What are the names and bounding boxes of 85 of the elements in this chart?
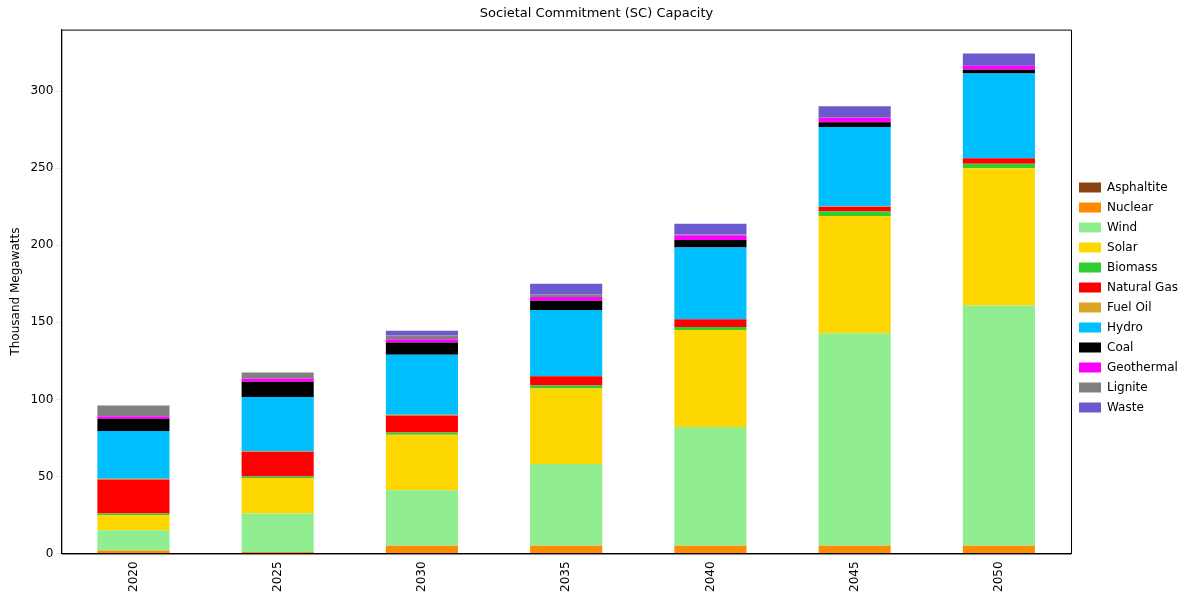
x-tick-label: 2025: [269, 561, 284, 593]
bar: [97, 479, 170, 514]
x-tick-label: 2030: [414, 561, 429, 593]
x-tick-label: 2040: [702, 561, 717, 593]
x-tick-label: 2020: [125, 561, 140, 593]
legend-label: Wind: [1107, 219, 1138, 234]
bar: [674, 330, 747, 428]
bar: [241, 477, 314, 514]
y-tick-label: 100: [30, 391, 54, 406]
y-tick-label: 250: [30, 160, 54, 175]
legend-label: Biomass: [1107, 259, 1158, 274]
bar: [385, 490, 458, 546]
bar: [385, 434, 458, 491]
bar: [818, 106, 891, 117]
x-tick-label: 2050: [991, 561, 1006, 593]
bar: [97, 405, 170, 417]
bar: [385, 354, 458, 415]
legend-label: Solar: [1107, 239, 1138, 254]
bar: [241, 378, 314, 382]
bar: [962, 168, 1035, 306]
legend-label: Lignite: [1107, 379, 1148, 394]
bar: [241, 381, 314, 398]
bar: [962, 158, 1035, 164]
y-tick-label: 300: [30, 83, 54, 98]
bar: [97, 514, 170, 531]
bar: [818, 545, 891, 553]
bar: [530, 296, 603, 301]
bar: [674, 427, 747, 546]
y-tick-label: 0: [45, 545, 54, 560]
bar: [818, 126, 891, 207]
bar: [530, 464, 603, 546]
bar: [530, 385, 603, 389]
bar: [530, 300, 603, 311]
bar: [674, 223, 747, 235]
bar: [385, 335, 458, 340]
bar: [818, 211, 891, 217]
legend-label: Fuel Oil: [1107, 299, 1152, 314]
bar: [674, 319, 747, 327]
bar: [241, 513, 314, 552]
legend-label: Hydro: [1107, 319, 1143, 334]
bar: [385, 339, 458, 343]
x-tick-label: 2035: [558, 561, 573, 593]
bar: [241, 397, 314, 451]
bar: [97, 530, 170, 551]
legend-label: Coal: [1107, 339, 1134, 354]
bar: [530, 388, 603, 465]
bar: [962, 545, 1035, 553]
bar: [530, 310, 603, 377]
bar: [818, 333, 891, 546]
bar: [962, 305, 1035, 546]
bar: [674, 326, 747, 331]
bar: [385, 342, 458, 355]
bar: [97, 430, 170, 479]
legend-label: Waste: [1107, 399, 1144, 414]
bar: [385, 415, 458, 433]
bar: [241, 372, 314, 379]
legend-label: Natural Gas: [1107, 279, 1178, 294]
bar: [962, 65, 1035, 70]
bar: [962, 73, 1035, 159]
y-tick-label: 50: [38, 468, 54, 483]
bar: [674, 239, 747, 248]
bar: [674, 247, 747, 320]
legend-label: Nuclear: [1107, 199, 1154, 214]
bar: [530, 376, 603, 386]
bar: [962, 69, 1035, 74]
y-tick-label: 150: [30, 314, 54, 329]
x-tick-label: 2045: [846, 561, 861, 593]
bar: [818, 206, 891, 212]
bar: [97, 416, 170, 419]
legend-label: Asphaltite: [1107, 179, 1168, 194]
bar: [962, 53, 1035, 66]
bar: [385, 545, 458, 553]
bar: [674, 545, 747, 553]
bar: [97, 550, 170, 553]
chart-title: Societal Commitment (SC) Capacity: [479, 5, 714, 21]
bar: [241, 451, 314, 477]
y-axis-title: Thousand Megawatts: [8, 227, 23, 357]
bar: [530, 545, 603, 553]
legend-label: Geothermal: [1107, 359, 1178, 374]
y-tick-label: 200: [30, 237, 54, 252]
bar: [530, 283, 603, 295]
bar: [674, 235, 747, 240]
bar: [818, 216, 891, 334]
bar: [97, 418, 170, 431]
bar: [818, 122, 891, 127]
